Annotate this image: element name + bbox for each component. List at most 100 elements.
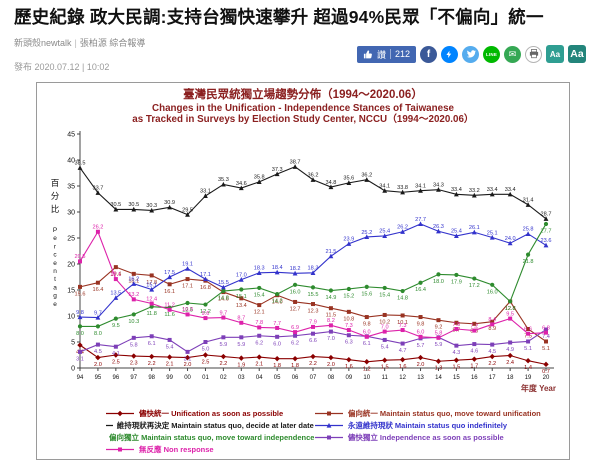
data-point [113,344,118,349]
data-label: 33.1 [200,189,211,195]
legend-swatch [106,425,113,427]
source-name[interactable]: 新頭殼newtalk [14,37,72,48]
data-label: 5.8 [435,331,443,337]
data-label: 7.0 [381,325,389,331]
data-label: 18.2 [290,266,301,272]
line-share-icon[interactable]: LINE [483,45,500,63]
messenger-share-icon[interactable] [441,45,458,63]
y-axis-label-en: e [53,301,57,308]
font-size-decrease-button[interactable]: Aa [546,45,564,64]
y-axis-label-en: t [54,276,56,283]
x-tick-label: 16 [471,375,478,381]
data-label: 14.0 [272,300,283,306]
data-label: 26.3 [433,224,444,230]
x-tick-label: 99 [166,375,173,381]
data-label: 38.5 [75,161,86,167]
data-point [453,191,459,197]
facebook-share-icon[interactable]: f [420,45,437,63]
data-point [543,242,549,248]
data-point [131,353,137,359]
x-tick-label: 08 [328,375,335,381]
data-point [95,280,100,285]
data-point [118,447,122,452]
author-name: 張柏源 綜合報導 [79,37,146,48]
legend-label: 永遠維持現狀 Maintain status quo indefinitely [347,421,508,431]
data-label: 16.1 [164,289,175,295]
data-point [418,334,423,339]
data-label: 1.6 [345,364,353,370]
data-point [436,318,441,323]
data-point [507,352,513,359]
data-point [185,277,190,282]
data-label: 35.3 [218,177,229,183]
data-point [328,355,334,361]
data-point [77,314,83,320]
y-tick-label: 15 [67,288,75,295]
data-point [220,284,226,290]
data-point [328,329,333,334]
data-label: 6.8 [542,326,550,332]
data-label: 2.2 [309,361,317,367]
legend-item-unification-asap: 儘快統一 Unification as soon as possible [105,408,314,419]
x-tick-label: 17 [489,375,496,381]
y-axis-label-en: e [53,235,57,242]
font-size-increase-button[interactable]: Aa [568,45,586,64]
y-axis-label-en: n [53,268,57,275]
data-point [346,241,352,246]
twitter-share-icon[interactable] [462,45,479,63]
data-point [508,316,513,321]
data-point [166,354,173,360]
data-point [400,189,406,195]
data-label: 15.4 [379,293,390,299]
data-label: 17.0 [236,273,247,279]
data-label: 33.4 [505,187,516,193]
data-label: 33.8 [397,185,408,191]
data-label: 15.2 [343,294,354,300]
data-label: 20.5 [75,254,86,260]
data-label: 9.8 [76,310,84,316]
data-label: 0.7 [542,369,550,375]
data-point [328,306,333,311]
data-label: 14.8 [218,296,229,302]
data-point [131,297,136,302]
data-label: 1.9 [237,363,245,369]
data-label: 27.7 [415,217,426,223]
data-point [185,266,190,271]
data-label: 15.5 [218,280,229,286]
data-point [471,356,478,363]
data-point [202,352,209,358]
data-label: 12.8 [505,306,516,312]
data-label: 9.7 [219,311,227,317]
data-point [525,202,531,207]
data-label: 2.5 [202,360,210,366]
y-tick-label: 45 [67,132,75,139]
data-label: 3.1 [184,357,192,363]
data-point [148,354,155,360]
data-label: 2.0 [417,362,425,368]
x-tick-label: 19 [525,375,532,381]
data-label: 11.2 [164,303,174,309]
data-point [221,315,226,320]
data-label: 17.5 [164,270,175,276]
data-label: 2.1 [255,362,263,368]
email-share-icon[interactable]: ✉ [504,45,521,63]
data-label: 6.0 [363,330,371,336]
data-label: 23.9 [343,237,354,243]
data-point [489,354,495,360]
data-point [526,327,531,332]
data-point [292,164,298,170]
data-point [256,179,262,185]
data-point [544,339,548,344]
x-tick-label: 07 [310,375,317,381]
data-point [436,228,441,234]
data-point [238,277,244,282]
print-icon[interactable] [525,45,542,63]
data-label: 7.2 [470,324,478,330]
data-point [257,325,262,330]
facebook-like-button[interactable]: 讚 212 [356,45,416,63]
y-axis-label-zh: 比 [51,204,60,214]
data-label: 16.4 [415,287,426,293]
data-label: 11.6 [164,312,174,318]
data-label: 25.1 [487,230,498,236]
data-label: 8.9 [488,326,496,332]
